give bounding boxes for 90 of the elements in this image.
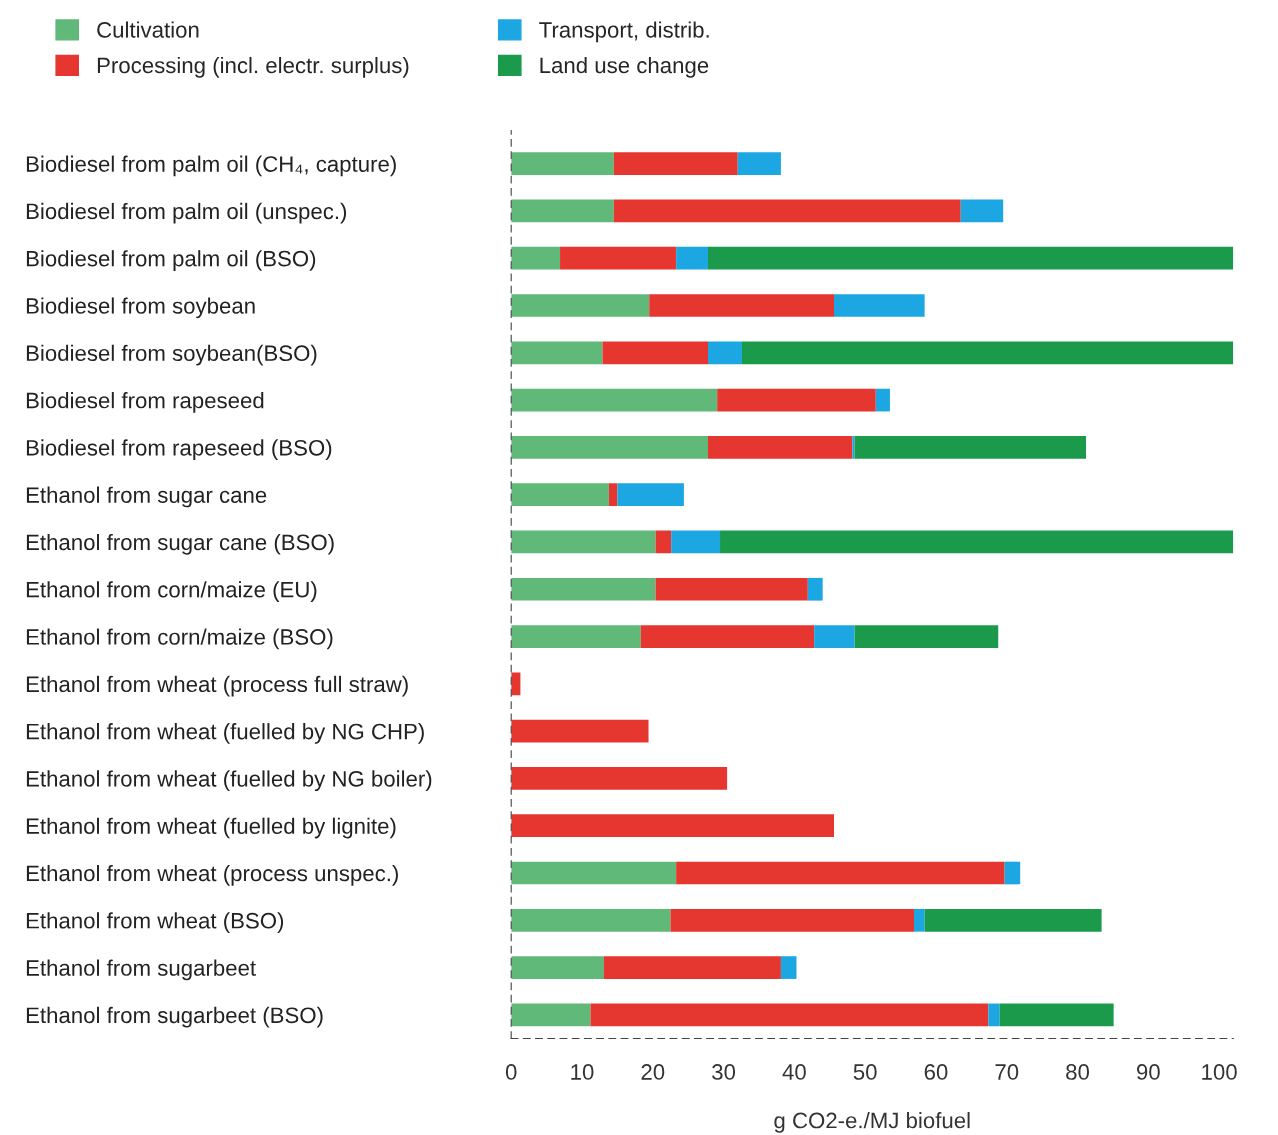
x-tick-label: 10 [571, 1064, 594, 1080]
y-tick-label: Ethanol from sugar cane [26, 486, 267, 508]
bar [511, 530, 656, 554]
bar [511, 719, 649, 743]
y-tick-label: Biodiesel from soybean(BSO) [26, 344, 317, 366]
bar [852, 436, 855, 459]
y-tick-label: Ethanol from wheat (process full straw) [26, 675, 408, 697]
bar [613, 152, 738, 175]
bar [720, 530, 1234, 554]
x-tick-label: 90 [1137, 1064, 1160, 1080]
bar [780, 956, 797, 979]
x-tick-label: 30 [712, 1064, 736, 1080]
bar [708, 341, 742, 365]
bar [807, 577, 823, 601]
y-tick-label: Biodiesel from rapeseed [26, 392, 264, 413]
bar [511, 341, 603, 365]
bar [511, 908, 671, 932]
bar [676, 246, 708, 270]
legend-label: Transport, distrib. [539, 21, 709, 43]
y-tick-label: Ethanol from wheat (fuelled by lignite) [26, 817, 396, 839]
bar [511, 767, 728, 790]
y-tick-label: Biodiesel from palm oil (BSO) [26, 250, 316, 271]
x-tick-label: 0 [505, 1064, 517, 1080]
y-tick-label: Ethanol from wheat (process unspec.) [26, 864, 398, 886]
bar [511, 625, 641, 648]
y-tick-label: Ethanol from corn/maize (EU) [26, 581, 317, 602]
bar [511, 483, 609, 507]
bar [914, 908, 925, 932]
x-tick-label: 50 [853, 1064, 877, 1080]
bar [1004, 861, 1021, 885]
y-tick-label: Ethanol from wheat (fuelled by NG boiler) [26, 770, 432, 792]
bar [511, 956, 604, 979]
bar [511, 199, 614, 223]
bar [511, 577, 656, 601]
bar [717, 388, 876, 412]
y-tick-label: Ethanol from sugar cane (BSO) [26, 533, 334, 555]
legend-label: Processing (incl. electr. surplus) [97, 56, 409, 78]
bar [655, 530, 672, 554]
bar [999, 1003, 1114, 1027]
legend-label: Land use change [540, 56, 709, 78]
bar [875, 388, 890, 412]
bar [602, 341, 708, 365]
bar [613, 199, 961, 223]
bar [655, 577, 808, 601]
legend-label: Cultivation [97, 21, 199, 38]
y-tick-label: Biodiesel from soybean [26, 297, 255, 319]
x-tick-label: 40 [782, 1064, 806, 1080]
x-tick-label: 20 [641, 1064, 665, 1080]
bar [924, 908, 1102, 932]
bar [741, 341, 1234, 365]
bar [834, 294, 925, 317]
bar [649, 294, 835, 317]
x-tick-label: 60 [924, 1064, 948, 1080]
bar [988, 1003, 1000, 1027]
x-tick-label: 100 [1202, 1064, 1237, 1080]
bar [511, 294, 650, 317]
bar [708, 246, 1234, 270]
bar [814, 625, 855, 648]
bar [854, 436, 1087, 459]
bar [511, 388, 718, 412]
bar [676, 861, 1005, 885]
y-tick-label: Ethanol from sugarbeet [26, 959, 256, 981]
bar [511, 152, 614, 175]
bar [603, 956, 781, 979]
bar [511, 861, 677, 885]
bar [511, 246, 561, 270]
bar [617, 483, 684, 507]
bar [640, 625, 815, 648]
x-axis-title: g CO2-e./MJ biofuel [774, 1112, 970, 1133]
bar [671, 530, 721, 554]
bar [670, 908, 914, 932]
bar [560, 246, 677, 270]
y-tick-label: Biodiesel from palm oil (unspec.) [26, 202, 347, 224]
bar [590, 1003, 989, 1027]
bar [511, 436, 708, 459]
y-tick-label: Ethanol from wheat (BSO) [26, 912, 284, 933]
bar [511, 814, 835, 838]
x-tick-label: 80 [1066, 1064, 1090, 1080]
bar [608, 483, 618, 507]
y-tick-label: Biodiesel from palm oil (CH₄, capture) [26, 155, 396, 177]
y-tick-label: Ethanol from wheat (fuelled by NG CHP) [26, 723, 424, 744]
y-tick-label: Ethanol from corn/maize (BSO) [26, 628, 333, 650]
bar [960, 199, 1004, 223]
bar [708, 436, 853, 459]
y-tick-label: Ethanol from sugarbeet (BSO) [26, 1006, 323, 1028]
bar [511, 1003, 591, 1027]
bar [854, 625, 999, 648]
bar [737, 152, 781, 175]
x-tick-label: 70 [995, 1064, 1019, 1080]
y-tick-label: Biodiesel from rapeseed (BSO) [26, 439, 332, 461]
